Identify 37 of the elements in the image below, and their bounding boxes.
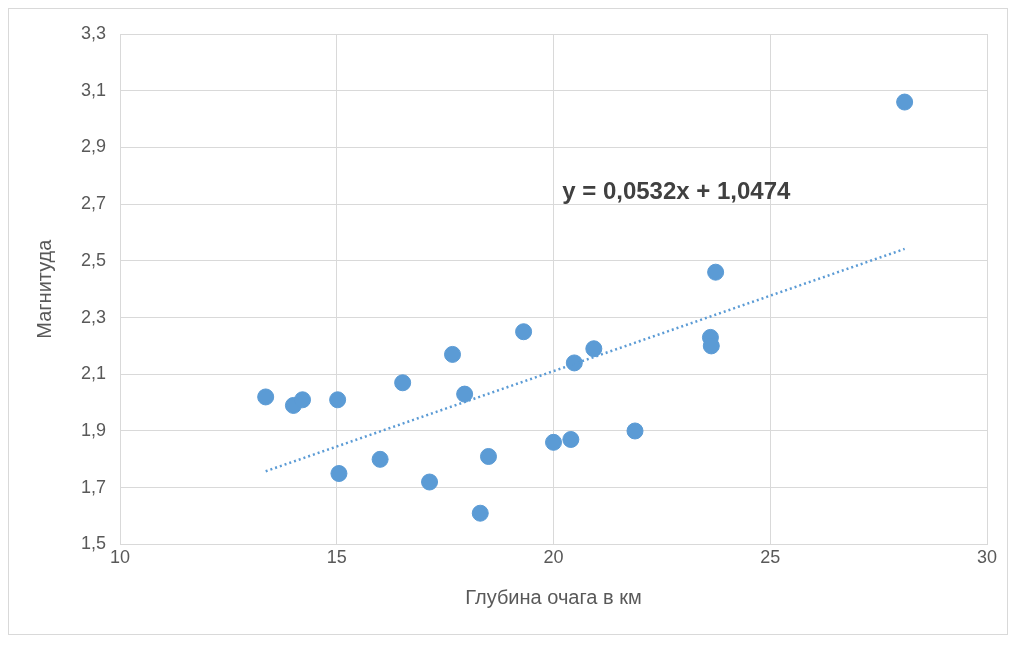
point: [257, 388, 275, 406]
y-tick-label: 1,5: [80, 533, 107, 554]
y-tick-label: 1,7: [80, 476, 107, 497]
point: [626, 422, 644, 440]
point: [444, 345, 462, 363]
y-tick-label: 1,9: [80, 419, 107, 440]
y-tick-label: 3,3: [80, 22, 107, 43]
x-tick-label: 25: [760, 547, 781, 568]
y-tick-label: 2,1: [80, 363, 107, 384]
point: [330, 465, 348, 483]
point: [394, 374, 412, 392]
y-tick-label: 2,9: [80, 136, 107, 157]
x-tick-label: 20: [543, 547, 564, 568]
x-tick-label: 10: [110, 547, 131, 568]
point: [565, 354, 583, 372]
point: [707, 263, 725, 281]
point: [471, 504, 489, 522]
y-axis-title: Магнитуда: [32, 238, 55, 339]
annotation: y = 0,0532x + 1,0474: [562, 176, 792, 204]
point: [421, 473, 439, 491]
x-axis-title: Глубина очага в км: [465, 585, 642, 608]
x-tick-label: 30: [976, 547, 998, 568]
point: [515, 323, 533, 341]
point: [371, 450, 389, 468]
point: [562, 430, 580, 448]
point: [456, 385, 474, 403]
point: [294, 391, 312, 409]
y-tick-label: 2,3: [80, 306, 107, 327]
point: [585, 340, 603, 358]
x-tick-label: 15: [326, 547, 347, 568]
y-tick-label: 2,5: [80, 249, 107, 270]
y-tick-label: 3,1: [80, 79, 107, 100]
point: [896, 93, 914, 111]
y-tick-label: 2,7: [80, 193, 107, 214]
point: [329, 391, 347, 409]
point: [479, 448, 497, 465]
point: [545, 433, 563, 451]
